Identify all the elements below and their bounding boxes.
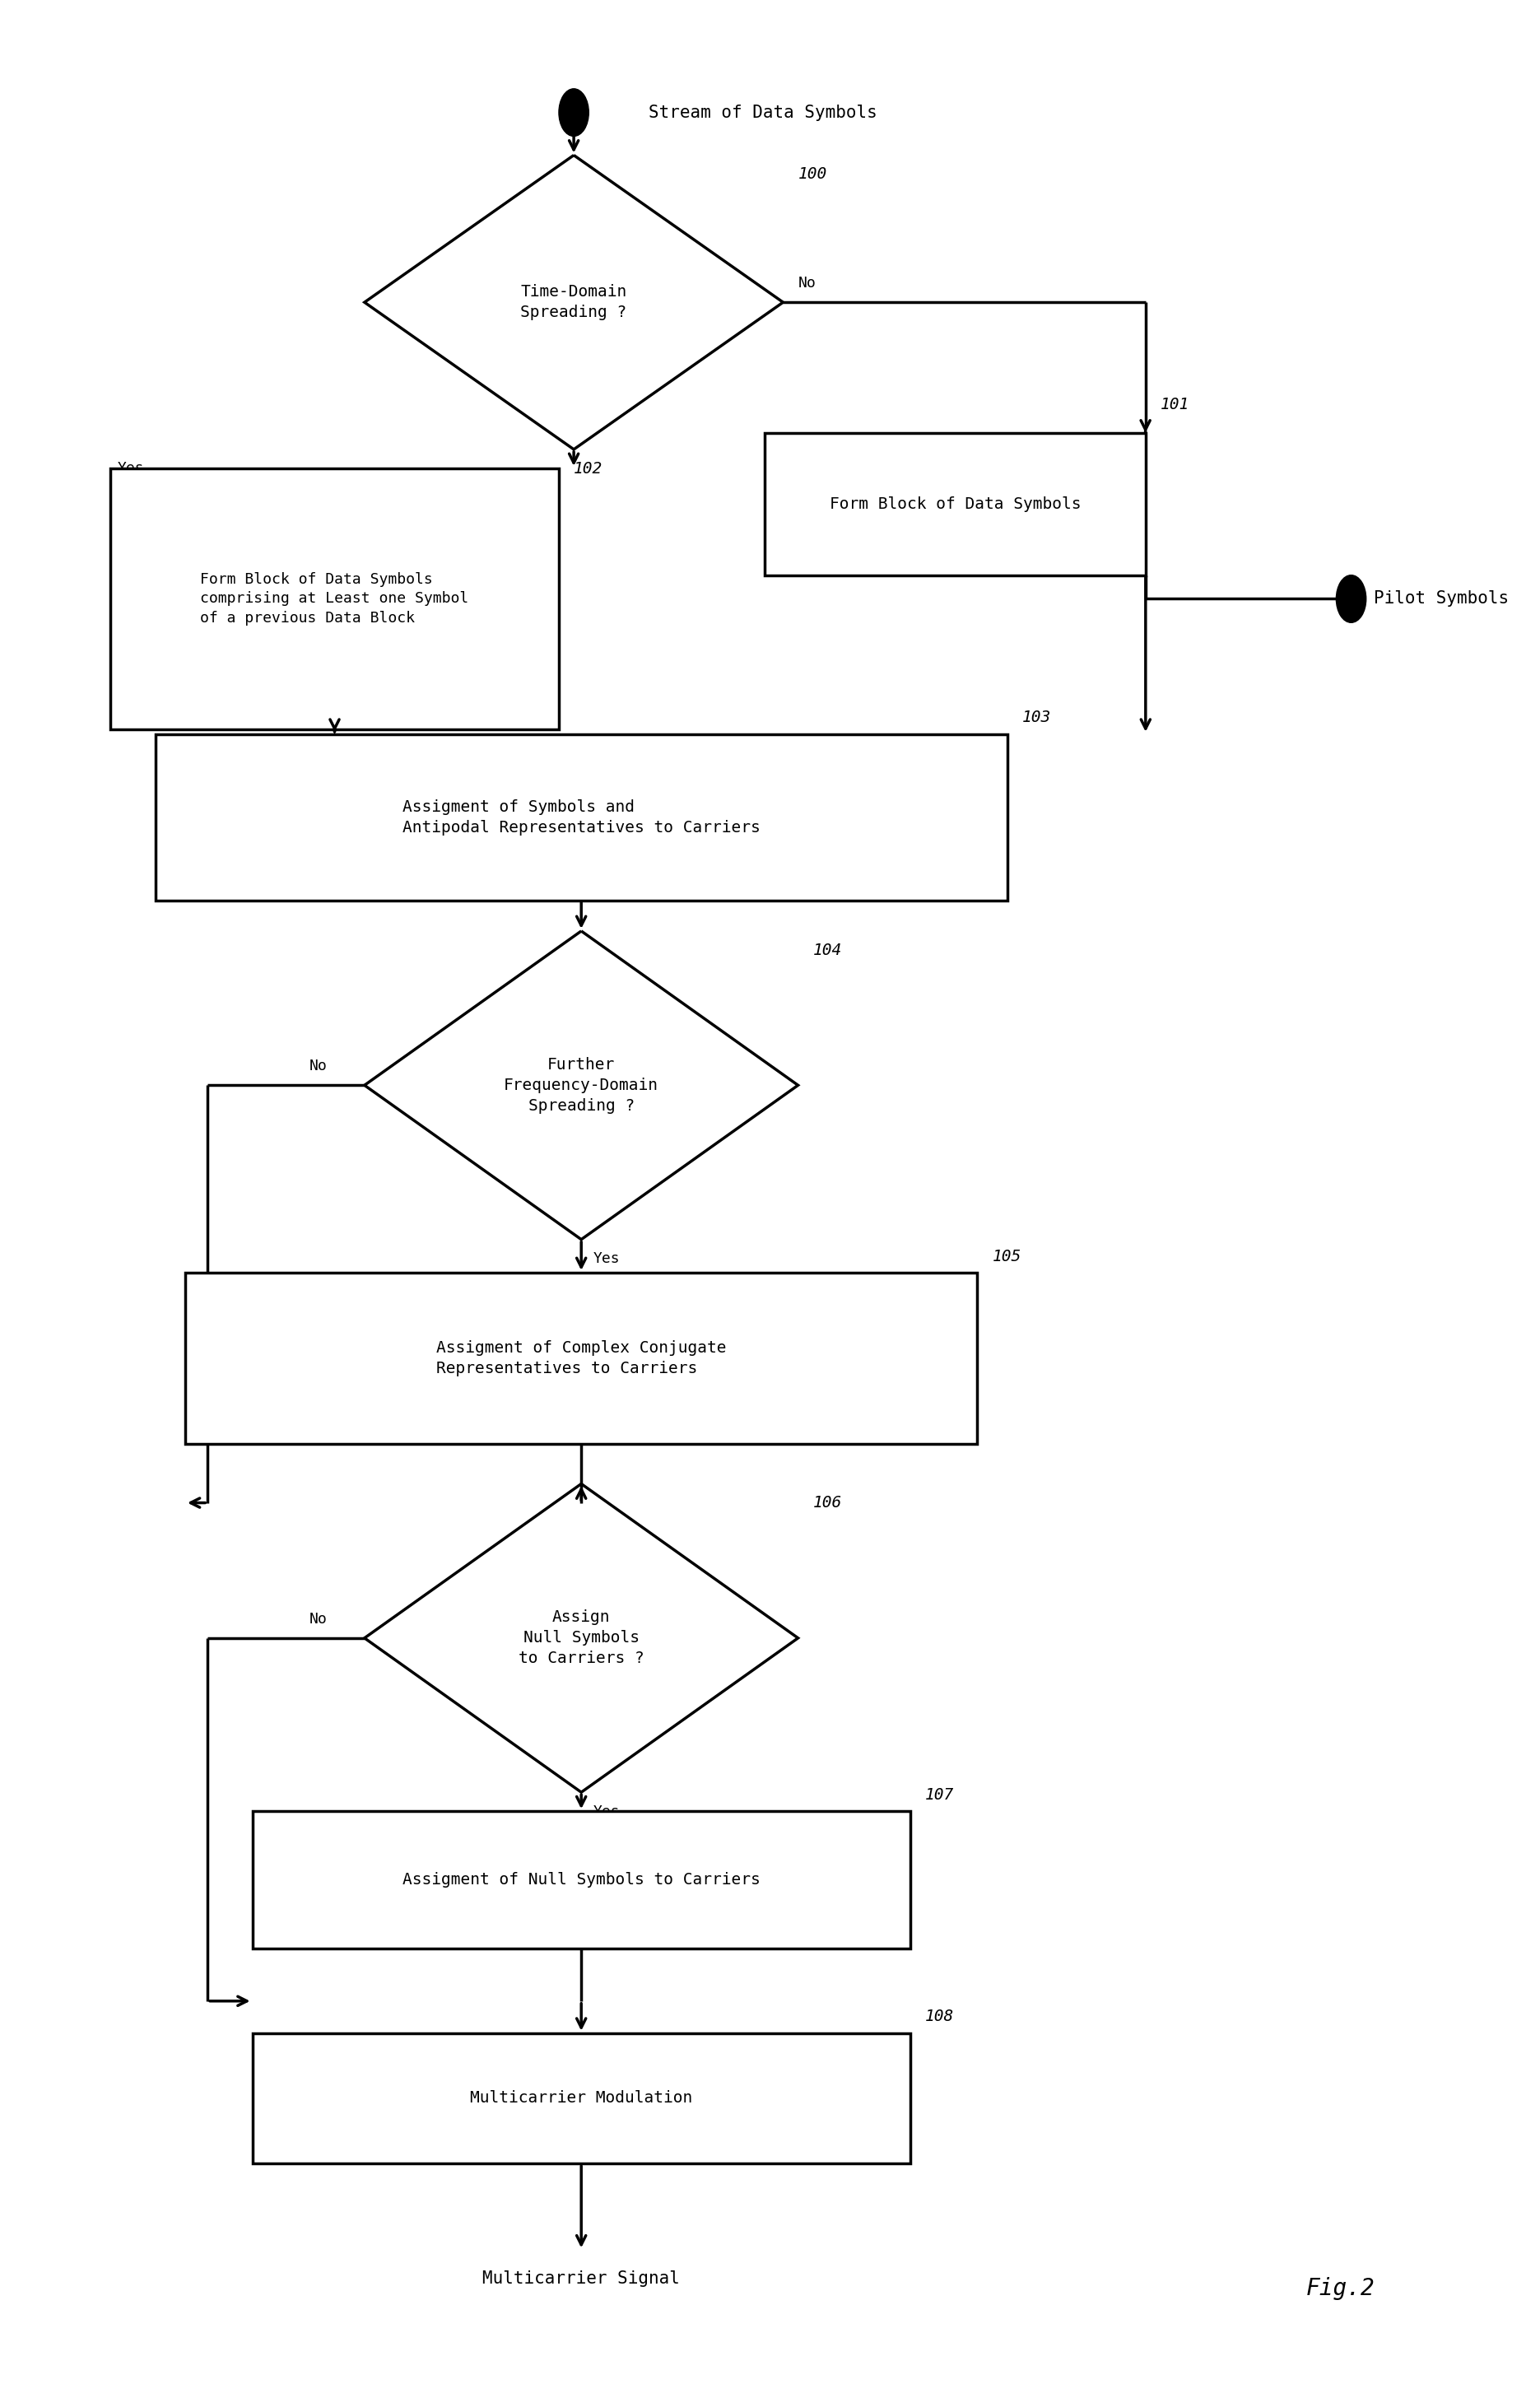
Text: Assigment of Null Symbols to Carriers: Assigment of Null Symbols to Carriers [402, 1871, 761, 1888]
Text: Pilot Symbols: Pilot Symbols [1374, 591, 1509, 608]
Text: Stream of Data Symbols: Stream of Data Symbols [648, 105, 878, 122]
Text: Yes: Yes [593, 1252, 621, 1266]
Text: 103: 103 [1023, 710, 1052, 725]
Bar [111, 467, 559, 730]
Text: Assign
Null Symbols
to Carriers ?: Assign Null Symbols to Carriers ? [519, 1609, 644, 1666]
Text: Fig.2: Fig.2 [1306, 2277, 1375, 2301]
Text: No: No [310, 1612, 326, 1626]
Text: Form Block of Data Symbols: Form Block of Data Symbols [829, 496, 1081, 513]
Text: Yes: Yes [593, 1805, 621, 1819]
Text: Multicarrier Signal: Multicarrier Signal [482, 2270, 681, 2286]
Text: Assigment of Complex Conjugate
Representatives to Carriers: Assigment of Complex Conjugate Represent… [436, 1340, 727, 1376]
Text: Yes: Yes [119, 460, 145, 477]
Text: 107: 107 [926, 1788, 955, 1802]
Text: 100: 100 [798, 167, 827, 181]
Bar [764, 434, 1146, 575]
Text: No: No [310, 1058, 326, 1073]
Text: Time-Domain
Spreading ?: Time-Domain Spreading ? [521, 284, 627, 319]
Bar [253, 2034, 910, 2165]
Bar [156, 734, 1007, 901]
Text: No: No [798, 277, 816, 291]
Bar [185, 1273, 978, 1442]
Text: Form Block of Data Symbols
comprising at Least one Symbol
of a previous Data Blo: Form Block of Data Symbols comprising at… [200, 572, 468, 625]
Text: 104: 104 [813, 942, 842, 958]
Circle shape [1337, 575, 1366, 622]
Text: 105: 105 [992, 1249, 1021, 1264]
Text: 108: 108 [926, 2010, 955, 2024]
Text: Multicarrier Modulation: Multicarrier Modulation [470, 2091, 693, 2105]
Bar [253, 1812, 910, 1948]
Text: 106: 106 [813, 1495, 842, 1511]
Circle shape [559, 88, 588, 136]
Text: 102: 102 [574, 460, 602, 477]
Text: 101: 101 [1161, 396, 1189, 412]
Text: Further
Frequency-Domain
Spreading ?: Further Frequency-Domain Spreading ? [504, 1056, 659, 1113]
Text: Assigment of Symbols and
Antipodal Representatives to Carriers: Assigment of Symbols and Antipodal Repre… [402, 799, 761, 834]
